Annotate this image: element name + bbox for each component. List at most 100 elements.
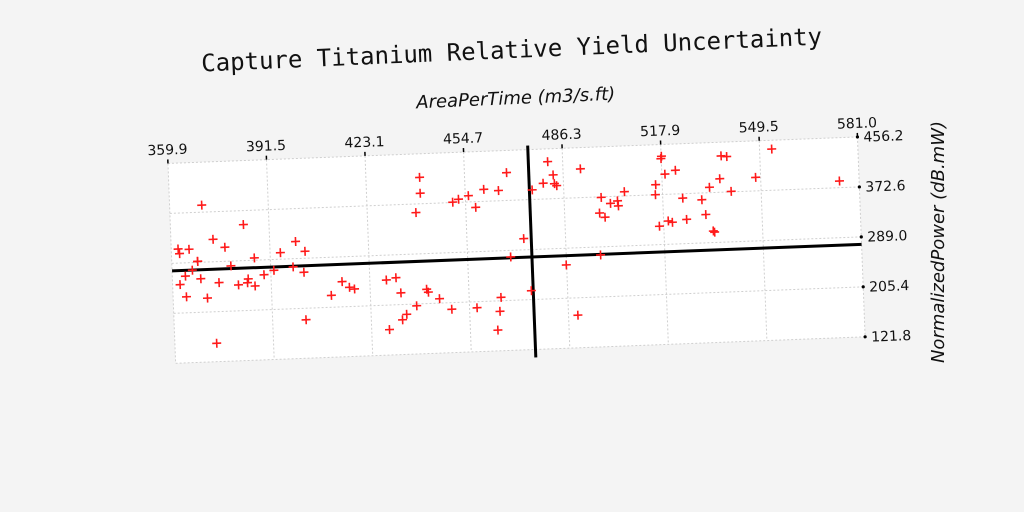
y-grid-line xyxy=(173,286,864,314)
data-point xyxy=(384,325,395,335)
plot-area: 359.9 391.5 423.1 454.7 486.3 517.9 549.5 581.0… xyxy=(147,115,912,364)
data-point xyxy=(660,169,670,179)
data-point xyxy=(527,185,537,195)
data-point xyxy=(180,271,190,281)
data-point xyxy=(422,284,432,294)
data-point xyxy=(350,284,360,294)
data-point xyxy=(301,315,311,325)
chart-title: Capture Titanium Relative Yield Uncertai… xyxy=(201,22,823,77)
y-axis: 456.2 372.6 289.0 205.4 121.8 xyxy=(855,128,912,346)
data-point xyxy=(202,293,213,303)
data-point xyxy=(493,186,504,196)
y-grid-line xyxy=(169,186,860,214)
data-point xyxy=(650,190,660,200)
data-point xyxy=(667,217,677,227)
data-point xyxy=(233,280,244,290)
x-grid-line xyxy=(463,152,472,352)
x-tick-label: 391.5 xyxy=(246,138,287,156)
x-tick-label: 454.7 xyxy=(443,130,484,148)
data-point xyxy=(212,338,222,348)
data-point xyxy=(184,244,194,254)
x-tick-label: 517.9 xyxy=(640,123,681,141)
data-point xyxy=(259,270,269,280)
data-point xyxy=(288,262,298,272)
data-point xyxy=(448,197,458,207)
x-tick-label: 359.9 xyxy=(147,142,188,160)
data-point xyxy=(678,193,688,203)
data-point xyxy=(269,265,279,275)
data-point xyxy=(575,164,585,174)
data-point xyxy=(722,152,732,162)
y-tick-label: 289.0 xyxy=(867,228,908,246)
reference-lines xyxy=(172,145,862,358)
y-tick-label: 456.2 xyxy=(863,128,904,146)
data-point xyxy=(472,303,482,313)
y-tick-mark xyxy=(857,185,861,189)
data-point xyxy=(682,214,692,224)
data-point xyxy=(596,192,606,202)
data-point xyxy=(538,178,548,188)
data-point xyxy=(173,244,183,254)
data-point xyxy=(561,260,571,270)
data-point xyxy=(415,188,425,198)
data-point xyxy=(726,186,736,196)
y-grid-line xyxy=(171,236,862,264)
data-point xyxy=(463,191,473,201)
x-tick-label: 549.5 xyxy=(738,119,779,137)
x-grid-line xyxy=(758,140,768,341)
data-point xyxy=(496,292,506,302)
data-point xyxy=(751,172,761,182)
data-point xyxy=(396,288,406,298)
x-tick-label: 423.1 xyxy=(344,134,385,152)
data-point xyxy=(175,249,185,259)
y-grid-line xyxy=(167,136,858,164)
data-point xyxy=(834,176,844,186)
data-point xyxy=(471,202,481,212)
data-point xyxy=(412,301,422,311)
data-point xyxy=(299,267,309,277)
data-point xyxy=(526,286,536,296)
data-point xyxy=(519,234,529,244)
x-grid-line xyxy=(266,159,275,360)
horizontal-reference-line xyxy=(172,242,862,273)
data-point xyxy=(187,265,197,275)
data-point xyxy=(381,275,391,285)
data-point xyxy=(344,282,355,292)
y-axis-label: NormalizedPower (dB.mW) xyxy=(928,121,949,363)
data-point xyxy=(454,194,464,204)
data-point xyxy=(337,277,347,287)
grid xyxy=(167,136,866,364)
data-point xyxy=(654,221,664,231)
data-point xyxy=(548,170,558,180)
data-point xyxy=(502,168,512,178)
data-point xyxy=(708,226,718,236)
data-point xyxy=(391,273,401,283)
x-grid-line xyxy=(561,148,571,349)
data-point xyxy=(613,201,623,211)
data-point xyxy=(214,278,224,288)
data-point xyxy=(275,248,285,258)
data-point xyxy=(552,181,562,191)
data-point xyxy=(595,208,605,218)
data-point xyxy=(605,198,615,208)
data-point xyxy=(493,325,503,335)
data-point xyxy=(543,157,553,167)
data-point xyxy=(710,227,720,237)
data-point xyxy=(249,253,259,263)
data-point xyxy=(242,278,253,288)
data-point xyxy=(238,220,248,230)
data-point xyxy=(619,187,629,197)
y-tick-label: 205.4 xyxy=(869,278,910,296)
data-point xyxy=(208,234,218,244)
data-point xyxy=(226,261,236,271)
y-tick-mark xyxy=(859,235,863,239)
data-point xyxy=(701,210,711,220)
y-tick-mark xyxy=(855,135,860,139)
data-point xyxy=(479,184,489,194)
data-point xyxy=(197,200,207,210)
y-grid-line xyxy=(175,336,866,364)
x-axis: 359.9 391.5 423.1 454.7 486.3 517.9 549.5 581.0 xyxy=(147,115,877,164)
data-point xyxy=(193,256,203,266)
y-tick-label: 372.6 xyxy=(865,178,906,196)
